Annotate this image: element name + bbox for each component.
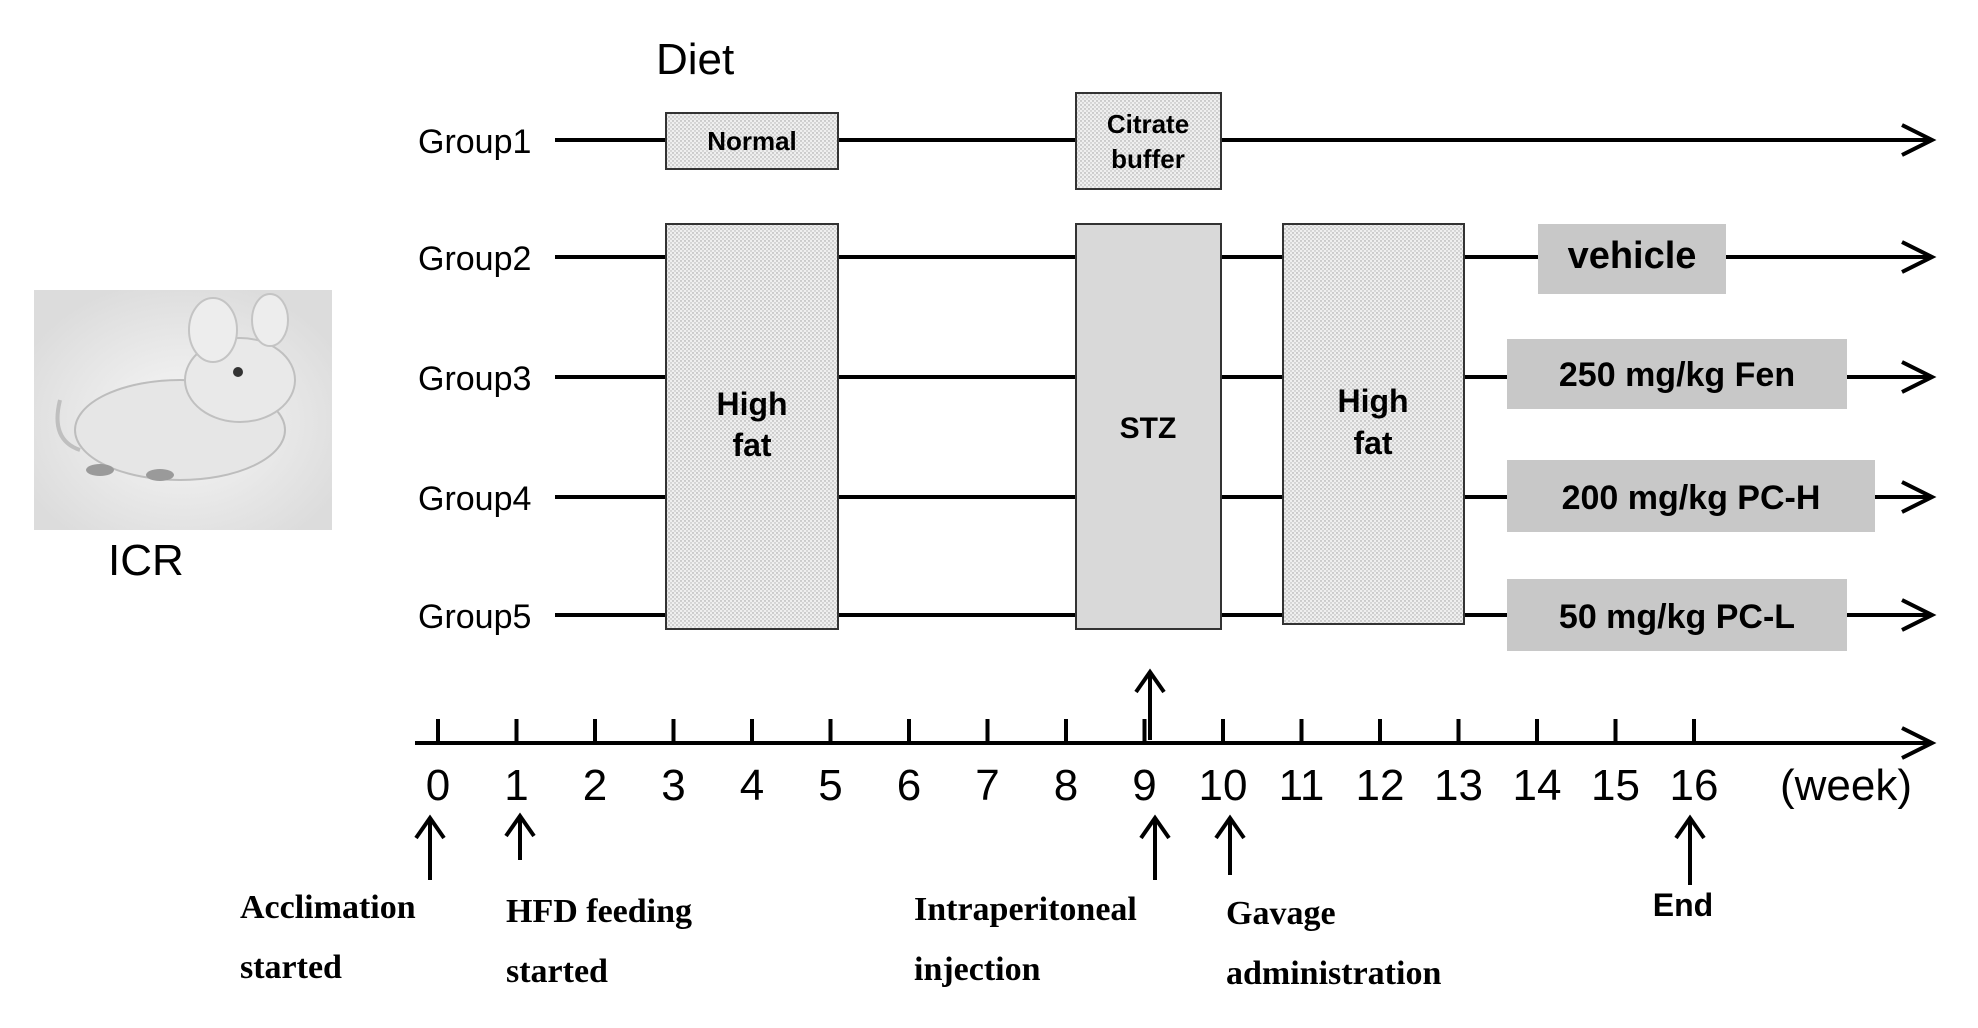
tick-labels: 0 1 2 3 4 5 6 7 8 9 10 11 12 13 14 15 16: [426, 761, 1719, 810]
svg-text:Citrate: Citrate: [1107, 109, 1189, 139]
axis-tick-label: 2: [583, 761, 607, 810]
time-axis: [415, 726, 1937, 760]
axis-tick-label: 0: [426, 761, 450, 810]
group5-label: Group5: [418, 598, 531, 636]
svg-text:fat: fat: [1353, 425, 1392, 461]
hfd-label-2: started: [506, 953, 608, 990]
group4-arrowhead: [1901, 480, 1937, 514]
svg-text:fat: fat: [732, 427, 771, 463]
event-labels: Acclimation started HFD feeding started …: [240, 889, 1441, 992]
group2-arrowhead: [1901, 240, 1937, 274]
end-label: End: [1653, 887, 1713, 923]
axis-tick-label: 1: [504, 761, 528, 810]
svg-text:50 mg/kg PC-L: 50 mg/kg PC-L: [1559, 598, 1795, 636]
citrate-buffer-box: Citrate buffer: [1075, 92, 1222, 190]
group4-label: Group4: [418, 480, 531, 518]
axis-tick-label: 5: [818, 761, 842, 810]
gavage-label-2: administration: [1226, 955, 1441, 992]
group1-arrowhead: [1901, 123, 1937, 157]
axis-tick-label: 10: [1199, 761, 1248, 810]
treatment-vehicle: vehicle: [1538, 224, 1726, 294]
group1-label: Group1: [418, 123, 531, 161]
svg-text:High: High: [1337, 383, 1408, 419]
group3-arrowhead: [1901, 360, 1937, 394]
axis-tick-label: 8: [1054, 761, 1078, 810]
event-arrows: [414, 812, 1706, 885]
group5-arrowhead: [1901, 598, 1937, 632]
treatment-pc-h: 200 mg/kg PC-H: [1507, 460, 1875, 532]
axis-tick-label: 15: [1591, 761, 1640, 810]
acclimation-label-1: Acclimation: [240, 889, 416, 926]
axis-tick-label: 9: [1132, 761, 1156, 810]
treatment-fen: 250 mg/kg Fen: [1507, 339, 1847, 409]
axis-unit-label: (week): [1780, 761, 1912, 810]
diet-title: Diet: [656, 35, 734, 84]
normal-diet-box: Normal: [665, 112, 839, 170]
svg-text:High: High: [716, 386, 787, 422]
svg-text:200 mg/kg PC-H: 200 mg/kg PC-H: [1562, 479, 1821, 517]
group2-label: Group2: [418, 240, 531, 278]
axis-tick-label: 7: [975, 761, 999, 810]
axis-tick-label: 16: [1670, 761, 1719, 810]
axis-tick-label: 4: [740, 761, 764, 810]
axis-tick-label: 11: [1279, 761, 1325, 810]
tick-marks: [436, 719, 1696, 743]
hfd-label-1: HFD feeding: [506, 893, 692, 930]
svg-text:buffer: buffer: [1111, 144, 1185, 174]
axis-tick-label: 6: [897, 761, 921, 810]
high-fat-box-1: High fat: [665, 223, 839, 630]
acclimation-label-2: started: [240, 949, 342, 986]
stz-box: STZ: [1075, 223, 1222, 630]
group-labels: Group1 Group2 Group3 Group4 Group5: [418, 123, 531, 636]
strain-label: ICR: [108, 536, 184, 585]
svg-text:250 mg/kg Fen: 250 mg/kg Fen: [1559, 356, 1795, 394]
axis-tick-label: 12: [1356, 761, 1405, 810]
svg-text:STZ: STZ: [1120, 412, 1177, 445]
axis-tick-label: 14: [1513, 761, 1562, 810]
treatment-pc-l: 50 mg/kg PC-L: [1507, 579, 1847, 651]
axis-tick-label: 3: [661, 761, 685, 810]
svg-text:vehicle: vehicle: [1568, 235, 1697, 277]
ip-label-1: Intraperitoneal: [914, 891, 1137, 928]
ip-label-2: injection: [914, 951, 1041, 988]
stz-injection-arrow: [1134, 668, 1166, 740]
high-fat-box-2: High fat: [1282, 223, 1465, 625]
group3-label: Group3: [418, 360, 531, 398]
mouse-photo: [34, 290, 332, 530]
svg-text:Normal: Normal: [707, 126, 797, 156]
axis-tick-label: 13: [1434, 761, 1483, 810]
gavage-label-1: Gavage: [1226, 895, 1336, 932]
